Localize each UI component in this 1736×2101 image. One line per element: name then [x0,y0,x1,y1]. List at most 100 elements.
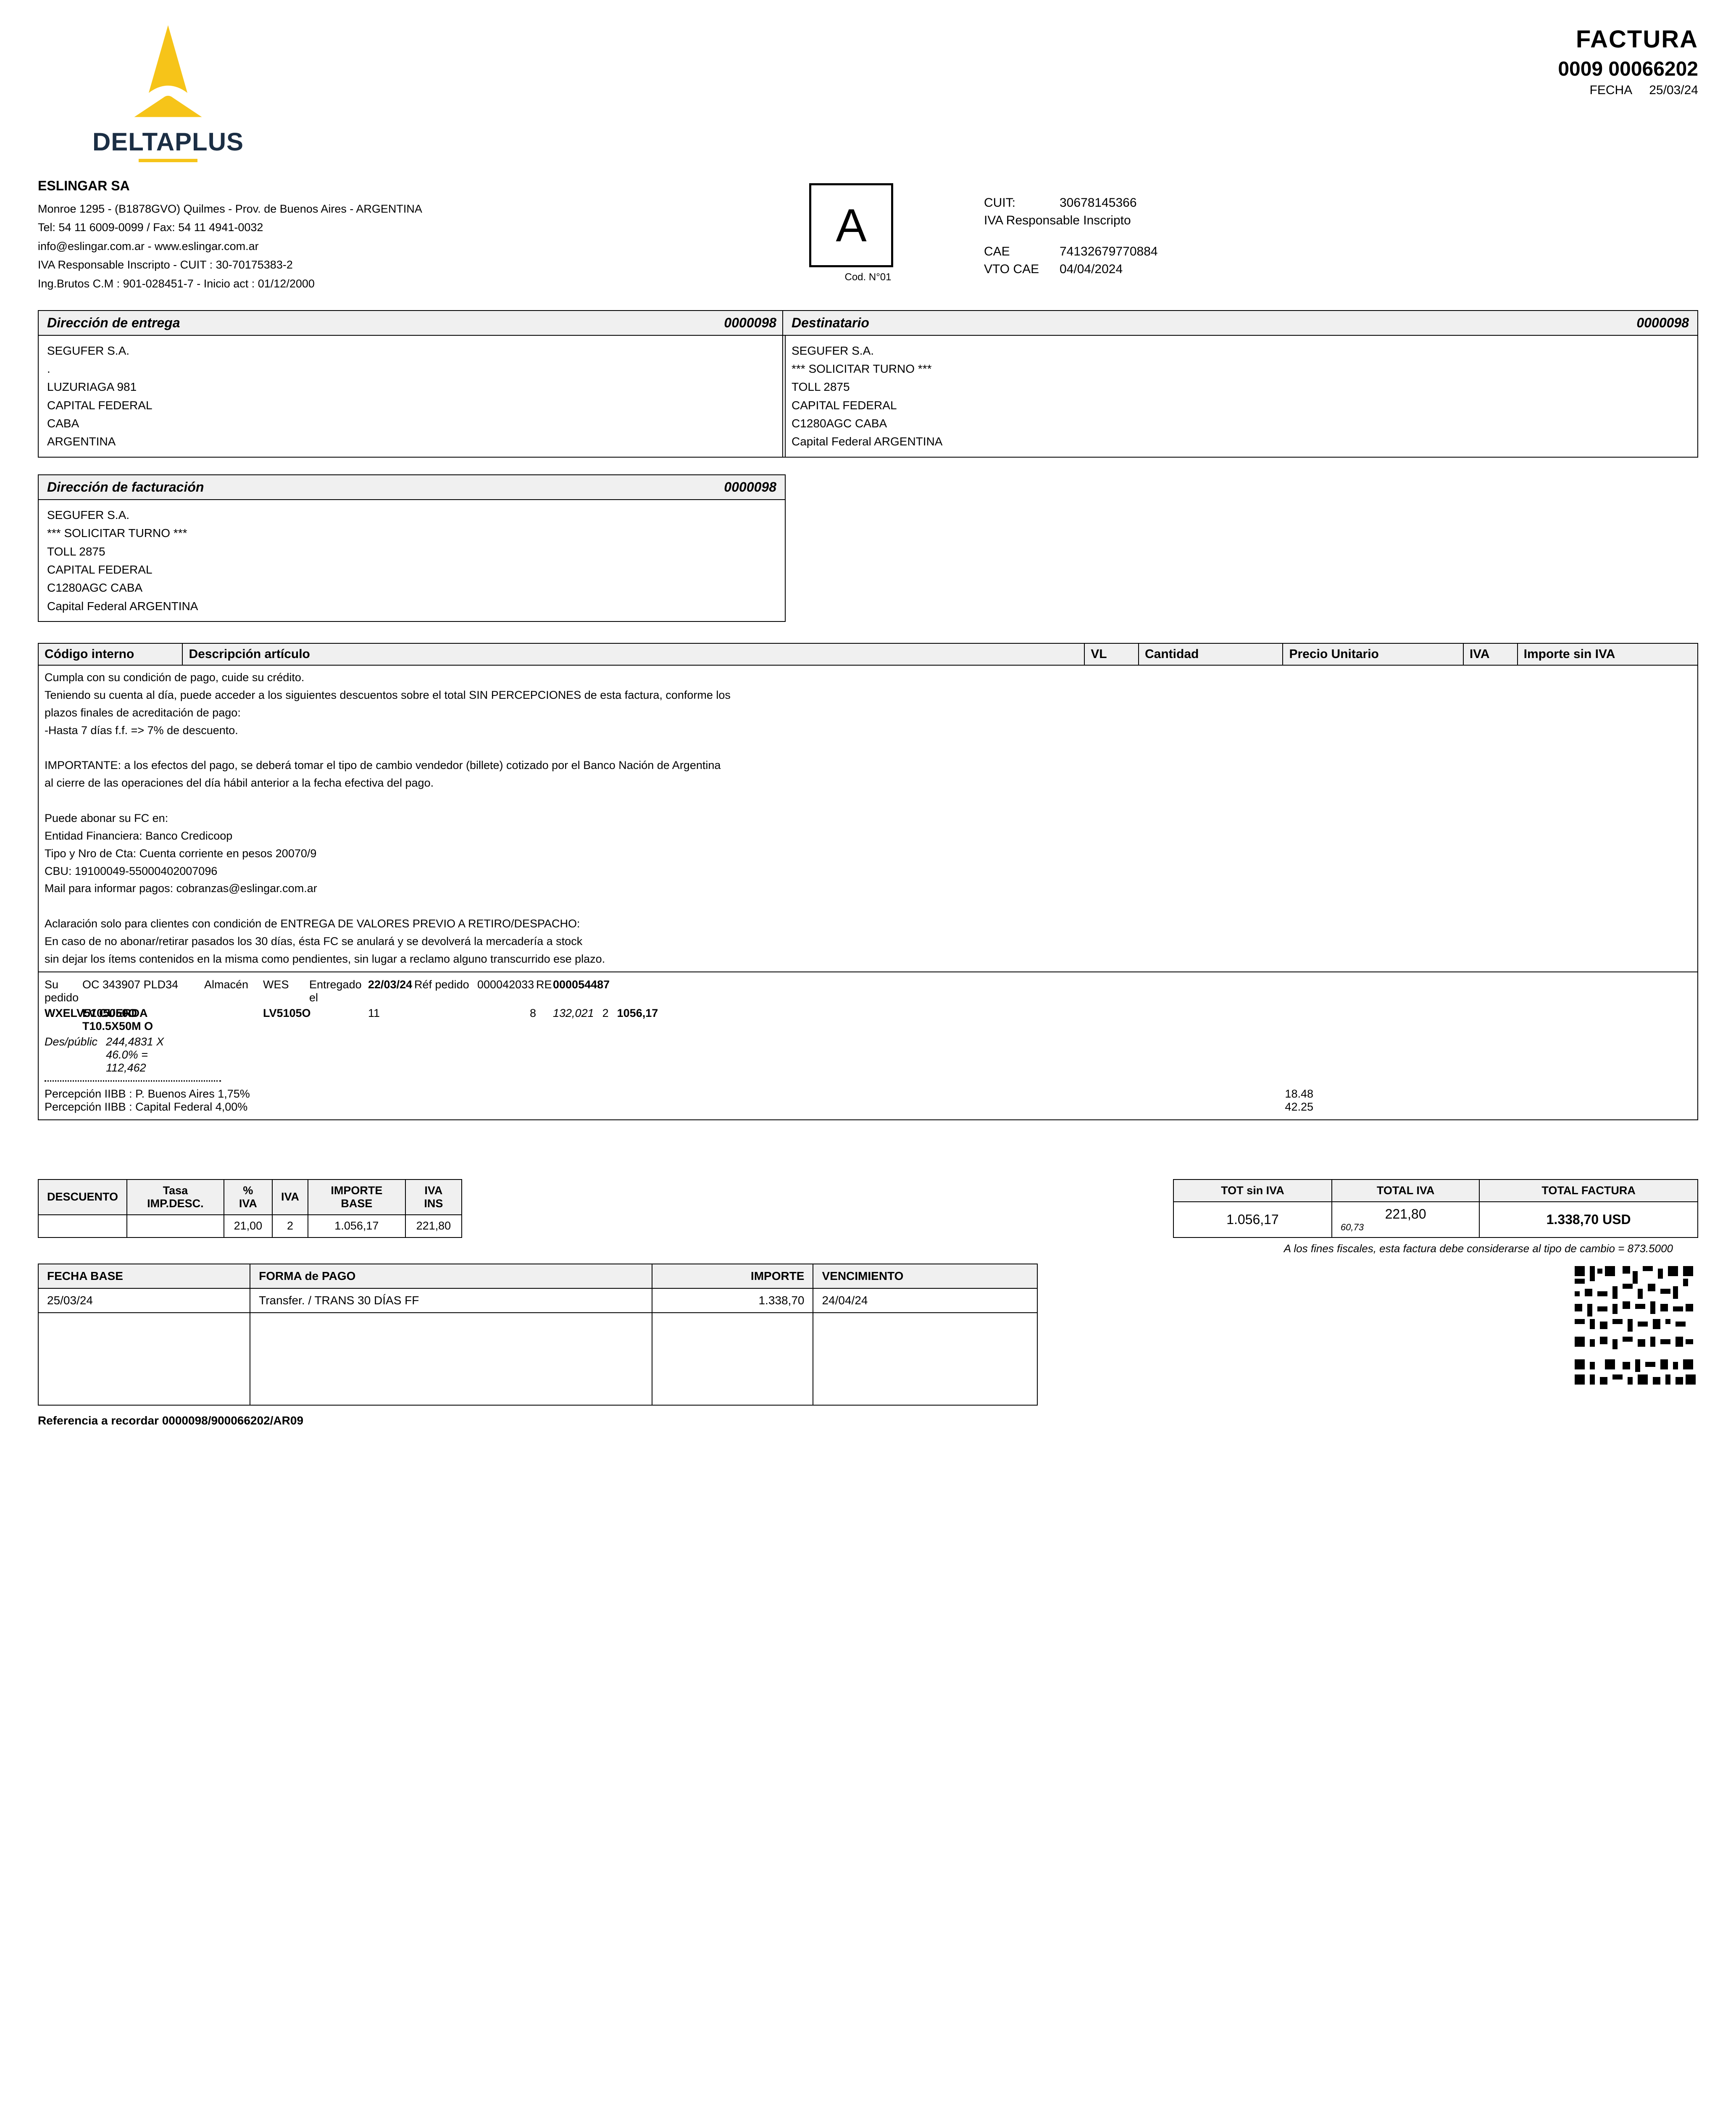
iva-condition: IVA Responsable Inscripto [984,213,1131,228]
cae-label: CAE [984,245,1043,259]
col-header-vl: VL [1084,643,1139,665]
iva-value: 2 [272,1215,308,1237]
tasa-value [127,1215,224,1237]
tasa-header: Tasa IMP.DESC. [127,1180,224,1215]
cuit-block: CUIT: 30678145366 IVA Responsable Inscri… [984,196,1698,228]
factura-number: 0009 00066202 [1558,58,1698,81]
lv-code-value: LV5105O [263,1007,309,1033]
re-label: RE [536,978,553,1004]
codigo-interno-value: WXELV5105050O [45,1007,82,1033]
cuit-value: 30678145366 [1060,196,1137,210]
fiscal-exchange-note: A los fines fiscales, esta factura debe … [38,1242,1673,1255]
dotted-divider [45,1080,221,1082]
payment-table: FECHA BASE FORMA de PAGO IMPORTE VENCIMI… [38,1264,1038,1406]
total-iva-value: 221,80 60,73 [1332,1202,1479,1237]
cantidad-value: 8 [477,1007,536,1033]
invoice-document: DELTAPLUS FACTURA 0009 00066202 FECHA 25… [0,0,1736,2101]
company-and-tax-row: ESLINGAR SA Monroe 1295 - (B1878GVO) Qui… [38,171,1698,293]
total-iva-header: TOTAL IVA [1332,1180,1479,1202]
iva-ins-header: IVA INS [405,1180,462,1215]
re-value: 2 [602,1007,609,1033]
cod-number-label: Cod. N°01 [809,271,927,283]
vencimiento-header: VENCIMIENTO [813,1264,1037,1288]
importe-value: 1056,17 [617,1007,658,1033]
items-table: Código interno Descripción artículo VL C… [38,643,1698,1120]
percepcion-row-0: Percepción IIBB : P. Buenos Aires 1,75% … [45,1087,1691,1101]
direccion-facturacion-box: Dirección de facturación 0000098 SEGUFER… [38,474,786,622]
direccion-facturacion-title: Dirección de facturación [47,479,204,495]
direccion-entrega-title: Dirección de entrega [47,315,180,331]
importe-base-value: 1.056,17 [308,1215,405,1237]
su-pedido-value: OC 343907 PLD34 [82,978,179,1004]
col-header-codigo: Código interno [38,643,182,665]
direccion-facturacion-lines: SEGUFER S.A. *** SOLICITAR TURNO *** TOL… [39,500,785,621]
payment-qr-code[interactable] [1572,1264,1698,1390]
vencimiento-value: 24/04/24 [813,1288,1037,1313]
destinatario-box: Destinatario 0000098 SEGUFER S.A. *** SO… [782,310,1698,458]
order-detail-row: Su pedido OC 343907 PLD34 Almacén WES En… [45,978,1691,1074]
destinatario-code: 0000098 [1636,315,1689,331]
referencia-recordar: Referencia a recordar 0000098/900066202/… [38,1414,1038,1427]
company-contact: info@eslingar.com.ar - www.eslingar.com.… [38,237,752,256]
entregado-label: Entregado el [309,978,368,1004]
total-factura-value: 1.338,70 USD [1479,1202,1698,1237]
entregado-value: 22/03/24 [368,978,414,1004]
importe-value: 1.338,70 [652,1288,813,1313]
company-name: ESLINGAR SA [38,175,752,197]
cae-block: CAE 74132679770884 VTO CAE 04/04/2024 [984,245,1698,276]
col-header-iva: IVA [1463,643,1518,665]
invoice-notes-text: Cumpla con su condición de pago, cuide s… [38,665,1698,972]
fecha-value: 25/03/24 [1649,83,1698,97]
forma-pago-header: FORMA de PAGO [250,1264,652,1288]
company-iva-cuit: IVA Responsable Inscripto - CUIT : 30-70… [38,255,752,274]
doc-number: 000054487 [553,978,616,1004]
pct-iva-value: 21,00 [224,1215,272,1237]
col-header-precio: Precio Unitario [1283,643,1463,665]
total-factura-header: TOTAL FACTURA [1479,1180,1698,1202]
pct-iva-header: % IVA [224,1180,272,1215]
descuento-iva-table: DESCUENTO Tasa IMP.DESC. % IVA IVA IMPOR… [38,1179,462,1238]
percepcion-row-1: Percepción IIBB : Capital Federal 4,00% … [45,1101,1691,1114]
destinatario-title: Destinatario [792,315,869,331]
almacen-label: Almacén [204,978,263,1004]
importe-header: IMPORTE [652,1264,813,1288]
des-public-value: 244,4831 X 46.0% = 112,462 [106,1035,179,1074]
total-table: TOT sin IVA TOTAL IVA TOTAL FACTURA 1.05… [1173,1179,1698,1238]
col-header-descripcion: Descripción artículo [182,643,1084,665]
direccion-entrega-lines: SEGUFER S.A. . LUZURIAGA 981 CAPITAL FED… [39,336,785,457]
company-logo-text: DELTAPLUS [92,127,244,156]
direccion-entrega-code: 0000098 [724,315,776,331]
almacen-value: WES [263,978,309,1004]
iva-header: IVA [272,1180,308,1215]
tot-sin-iva-value: 1.056,17 [1173,1202,1332,1237]
company-address: Monroe 1295 - (B1878GVO) Quilmes - Prov.… [38,200,752,219]
iva-ins-value: 221,80 [405,1215,462,1237]
logo-underline [139,159,197,162]
importe-base-header: IMPORTE BASE [308,1180,405,1215]
factura-header-block: FACTURA 0009 00066202 FECHA 25/03/24 [1558,25,1698,162]
vto-cae-value: 04/04/2024 [1060,262,1123,276]
fecha-base-header: FECHA BASE [38,1264,250,1288]
percepciones-list: Percepción IIBB : P. Buenos Aires 1,75% … [45,1087,1691,1114]
vl-value: 11 [368,1007,414,1033]
fecha-label: FECHA [1590,83,1633,97]
company-ingresos-brutos: Ing.Brutos C.M : 901-028451-7 - Inicio a… [38,274,752,293]
precio-unitario-value: 132,021 [553,1007,594,1033]
col-header-importe: Importe sin IVA [1518,643,1698,665]
tot-sin-iva-header: TOT sin IVA [1173,1180,1332,1202]
ref-pedido-label: Réf pedido [414,978,477,1004]
fecha-base-value: 25/03/24 [38,1288,250,1313]
ref-pedido-value: 000042033 [477,978,536,1004]
total-iva-sub: 60,73 [1341,1222,1470,1233]
company-phone: Tel: 54 11 6009-0099 / Fax: 54 11 4941-0… [38,218,752,237]
destinatario-lines: SEGUFER S.A. *** SOLICITAR TURNO *** TOL… [783,336,1697,457]
tax-letter-box: A [809,183,893,267]
top-header: DELTAPLUS FACTURA 0009 00066202 FECHA 25… [38,25,1698,162]
cuit-label: CUIT: [984,196,1043,210]
direccion-entrega-box: Dirección de entrega 0000098 SEGUFER S.A… [38,310,786,458]
payment-section: FECHA BASE FORMA de PAGO IMPORTE VENCIMI… [38,1264,1698,1427]
cae-value: 74132679770884 [1060,245,1158,259]
su-pedido-label: Su pedido [45,978,82,1004]
descripcion-value: LV CUERDA T10.5X50M O [82,1007,179,1033]
factura-title: FACTURA [1558,25,1698,53]
